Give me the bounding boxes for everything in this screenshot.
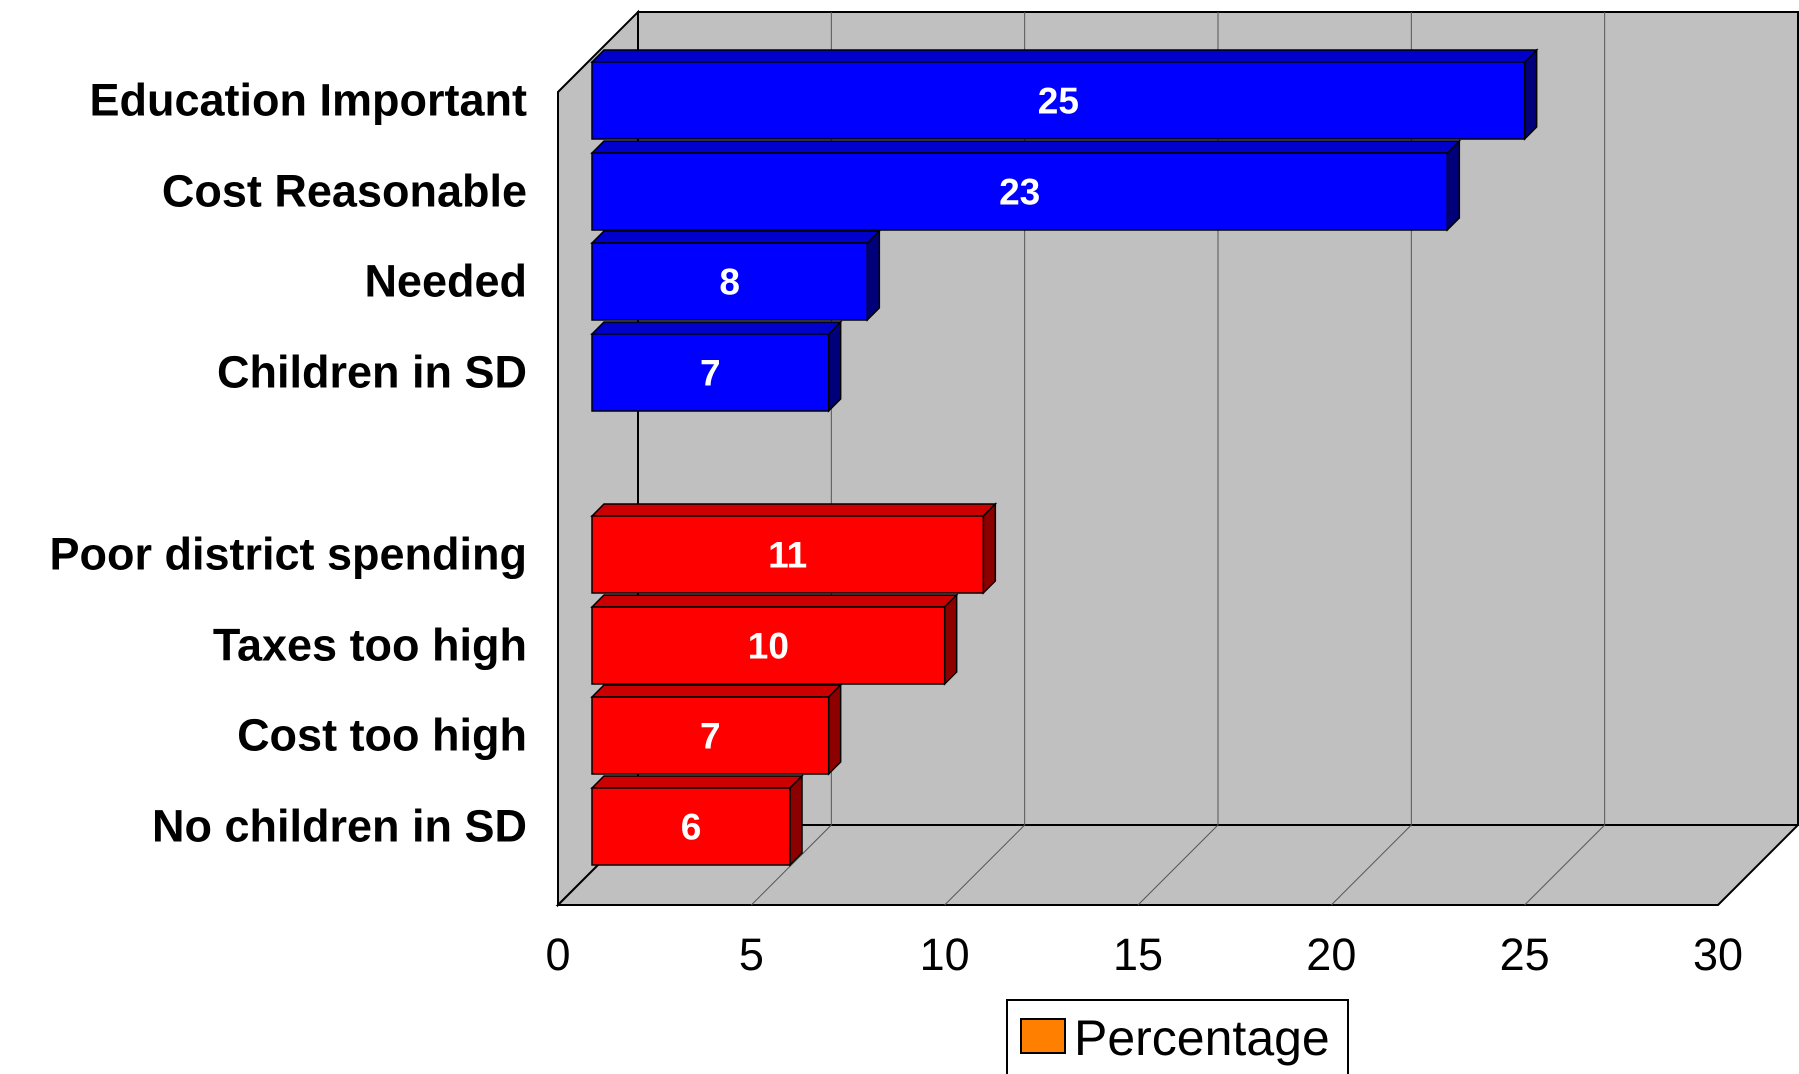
bar-side bbox=[943, 593, 958, 686]
data-label: 10 bbox=[748, 626, 789, 667]
bar: 6 bbox=[590, 774, 804, 867]
bar: 8 bbox=[590, 229, 882, 322]
bar: 23 bbox=[590, 139, 1462, 232]
gridline-floor bbox=[944, 824, 1026, 906]
data-label: 11 bbox=[768, 535, 807, 576]
bar-front bbox=[591, 242, 869, 321]
bar-front bbox=[591, 333, 830, 412]
category-label: Cost too high bbox=[237, 710, 527, 761]
category-labels: Education Important Cost Reasonable Needed… bbox=[49, 75, 527, 852]
data-label: 23 bbox=[999, 172, 1040, 213]
bar-side bbox=[982, 502, 997, 595]
tick-label: 20 bbox=[1306, 929, 1356, 980]
bars: 25 23 8 7 11 10 7 6 bbox=[590, 48, 1539, 867]
category-label: Needed bbox=[364, 256, 527, 307]
legend-label: Percentage bbox=[1074, 1010, 1330, 1066]
bar-top bbox=[590, 503, 998, 517]
bar-front bbox=[591, 787, 791, 866]
tick-label: 10 bbox=[920, 929, 970, 980]
bar-front bbox=[591, 152, 1449, 231]
bar-side bbox=[866, 229, 881, 322]
data-label: 7 bbox=[700, 716, 721, 757]
bar-top bbox=[590, 321, 843, 335]
bar: 25 bbox=[590, 48, 1539, 141]
bar: 7 bbox=[590, 320, 843, 413]
bar-top bbox=[590, 230, 882, 244]
gridline-floor bbox=[1524, 824, 1606, 906]
bar-front bbox=[591, 606, 946, 685]
category-label: Children in SD bbox=[217, 347, 527, 398]
bar-side bbox=[827, 683, 842, 776]
gridline-floor bbox=[1137, 824, 1219, 906]
bar-top bbox=[590, 775, 804, 789]
bar-front bbox=[591, 515, 985, 594]
data-label: 25 bbox=[1038, 81, 1079, 122]
category-label: Cost Reasonable bbox=[162, 166, 527, 217]
bar: 7 bbox=[590, 683, 843, 776]
tick-label: 0 bbox=[545, 929, 570, 980]
bar-top bbox=[590, 140, 1462, 154]
data-label: 6 bbox=[681, 807, 702, 848]
category-label: Taxes too high bbox=[213, 620, 527, 671]
x-axis-ticks: 0 5 10 15 20 25 30 bbox=[545, 929, 1743, 980]
tick-label: 15 bbox=[1113, 929, 1163, 980]
bar: 10 bbox=[590, 593, 959, 686]
category-label: Education Important bbox=[90, 75, 528, 126]
bar-top bbox=[590, 49, 1539, 63]
tick-label: 5 bbox=[739, 929, 764, 980]
data-label: 8 bbox=[719, 262, 740, 303]
legend-swatch bbox=[1020, 1018, 1066, 1054]
bar-side bbox=[827, 320, 842, 413]
category-label: No children in SD bbox=[152, 801, 527, 852]
bar-front bbox=[591, 696, 830, 775]
category-label: Poor district spending bbox=[49, 529, 527, 580]
tick-label: 25 bbox=[1500, 929, 1550, 980]
bar-side bbox=[1523, 48, 1538, 141]
bar: 11 bbox=[590, 502, 998, 595]
bar-side bbox=[1446, 139, 1461, 232]
tick-label: 30 bbox=[1693, 929, 1743, 980]
bar-front bbox=[591, 61, 1526, 140]
gridline-floor bbox=[1330, 824, 1412, 906]
data-label: 7 bbox=[700, 353, 721, 394]
bar-top bbox=[590, 684, 843, 698]
bar-side bbox=[789, 774, 803, 867]
legend: Percentage bbox=[1006, 999, 1349, 1074]
bar-top bbox=[590, 594, 959, 608]
gridline-floor bbox=[750, 824, 832, 906]
